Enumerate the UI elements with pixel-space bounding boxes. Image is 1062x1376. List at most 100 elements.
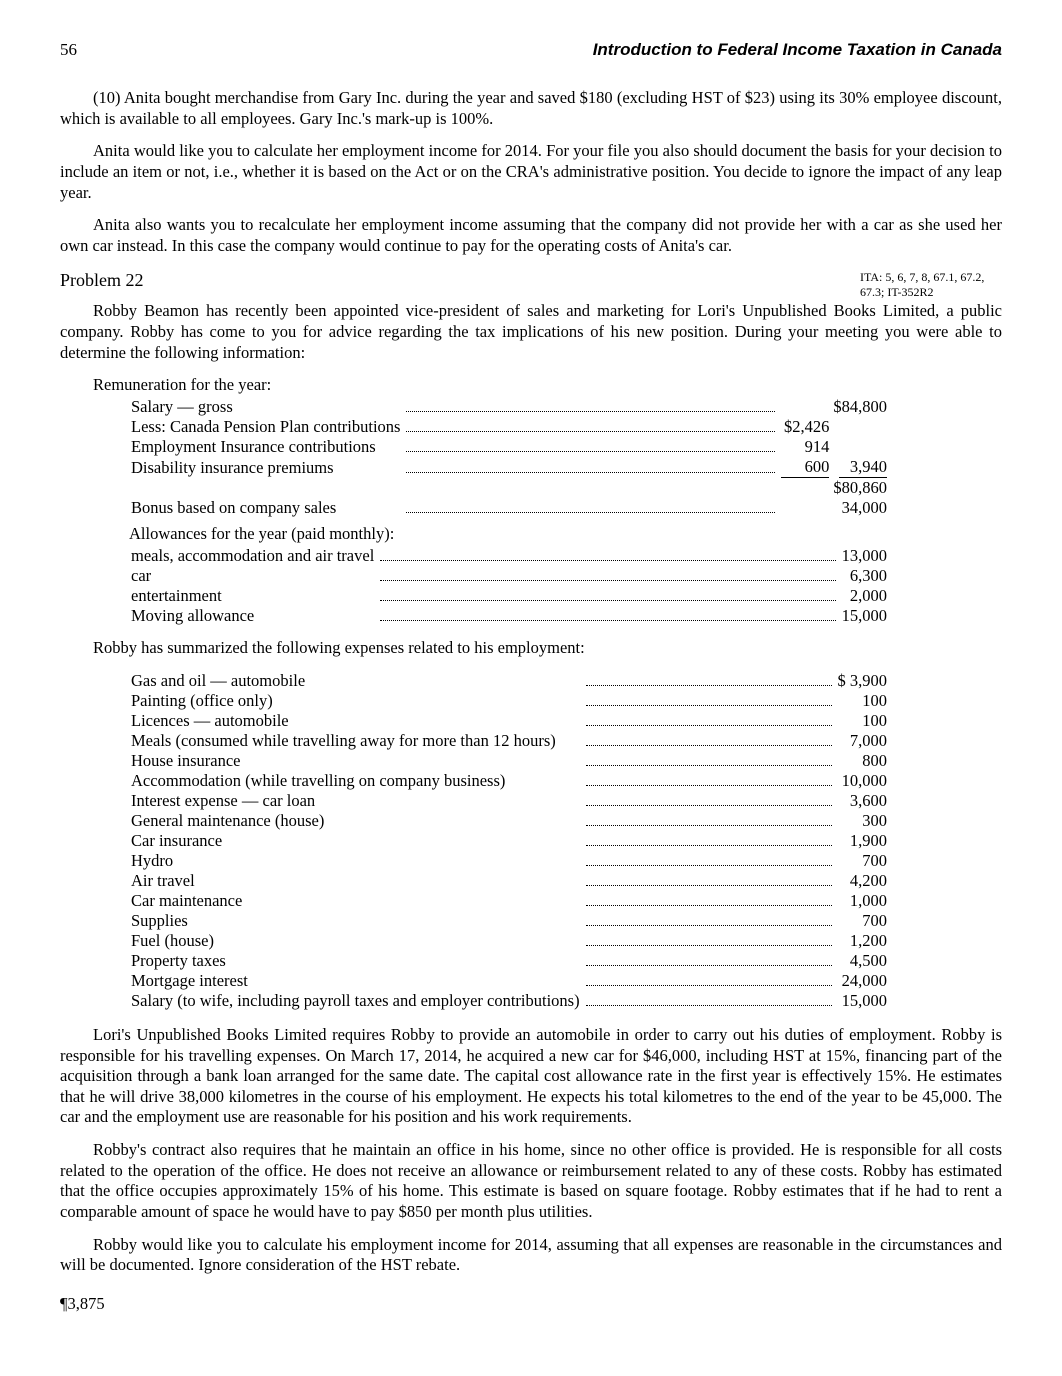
expense-row: Fuel (house) 1,200 xyxy=(129,931,889,951)
expense-amount: 800 xyxy=(836,751,890,771)
deduct-total: 3,940 xyxy=(831,457,889,478)
row-cpp: Less: Canada Pension Plan contributions … xyxy=(129,417,889,437)
ei-label: Employment Insurance contributions xyxy=(129,437,402,457)
salary-label: Salary — gross xyxy=(129,397,402,417)
expense-amount: 300 xyxy=(836,811,890,831)
expense-amount: 4,200 xyxy=(836,871,890,891)
expense-label: Accommodation (while travelling on compa… xyxy=(129,771,582,791)
car-amt: 6,300 xyxy=(840,566,889,586)
expense-row: Salary (to wife, including payroll taxes… xyxy=(129,991,889,1011)
expense-label: Property taxes xyxy=(129,951,582,971)
expense-label: Salary (to wife, including payroll taxes… xyxy=(129,991,582,1011)
expense-amount: 4,500 xyxy=(836,951,890,971)
book-title: Introduction to Federal Income Taxation … xyxy=(593,40,1002,60)
remuneration-label: Remuneration for the year: xyxy=(93,375,1002,395)
dots xyxy=(582,971,836,991)
remuneration-table: Salary — gross $84,800 Less: Canada Pens… xyxy=(129,397,889,518)
expense-row: Painting (office only)100 xyxy=(129,691,889,711)
expense-label: Supplies xyxy=(129,911,582,931)
dots xyxy=(582,731,836,751)
car-label: car xyxy=(129,566,376,586)
paragraph-robby-intro: Robby Beamon has recently been appointed… xyxy=(60,301,1002,363)
salary-amount: $84,800 xyxy=(831,397,889,417)
cpp-amt: $2,426 xyxy=(779,417,831,437)
cpp-label: Less: Canada Pension Plan contributions xyxy=(129,417,402,437)
paragraph-10: (10) Anita bought merchandise from Gary … xyxy=(60,88,1002,129)
expense-label: Fuel (house) xyxy=(129,931,582,951)
dots xyxy=(402,498,779,518)
dots xyxy=(582,871,836,891)
ent-amt: 2,000 xyxy=(840,586,889,606)
moving-amt: 15,000 xyxy=(840,606,889,626)
row-entertainment: entertainment 2,000 xyxy=(129,586,889,606)
dots xyxy=(582,771,836,791)
expense-label: General maintenance (house) xyxy=(129,811,582,831)
expense-label: House insurance xyxy=(129,751,582,771)
expense-amount: 3,600 xyxy=(836,791,890,811)
dots xyxy=(582,851,836,871)
expense-label: Hydro xyxy=(129,851,582,871)
expense-label: Meals (consumed while travelling away fo… xyxy=(129,731,582,751)
dots xyxy=(582,891,836,911)
dots xyxy=(582,911,836,931)
expense-amount: 1,000 xyxy=(836,891,890,911)
paragraph-contract: Robby's contract also requires that he m… xyxy=(60,1140,1002,1223)
expense-amount: 15,000 xyxy=(836,991,890,1011)
row-moving: Moving allowance 15,000 xyxy=(129,606,889,626)
expense-amount: 700 xyxy=(836,911,890,931)
bonus-amt: 34,000 xyxy=(831,498,889,518)
dots xyxy=(582,951,836,971)
paragraph-lori: Lori's Unpublished Books Limited require… xyxy=(60,1025,1002,1128)
expense-amount: 1,200 xyxy=(836,931,890,951)
page-header: 56 Introduction to Federal Income Taxati… xyxy=(60,40,1002,60)
expense-amount: 100 xyxy=(836,711,890,731)
expenses-table: Gas and oil — automobile$ 3,900Painting … xyxy=(129,671,889,1011)
expense-row: General maintenance (house) 300 xyxy=(129,811,889,831)
dots xyxy=(582,751,836,771)
dots xyxy=(582,991,836,1011)
expense-row: Air travel 4,200 xyxy=(129,871,889,891)
expense-label: Painting (office only) xyxy=(129,691,582,711)
dots xyxy=(582,811,836,831)
dots xyxy=(582,691,836,711)
expense-label: Mortgage interest xyxy=(129,971,582,991)
expense-row: Licences — automobile100 xyxy=(129,711,889,731)
expense-row: Accommodation (while travelling on compa… xyxy=(129,771,889,791)
bonus-label: Bonus based on company sales xyxy=(129,498,402,518)
paragraph-anita-1: Anita would like you to calculate her em… xyxy=(60,141,1002,203)
expense-label: Air travel xyxy=(129,871,582,891)
row-car: car 6,300 xyxy=(129,566,889,586)
dots xyxy=(402,417,779,437)
expense-amount: 700 xyxy=(836,851,890,871)
expense-amount: 10,000 xyxy=(836,771,890,791)
disab-amt: 600 xyxy=(779,457,831,478)
expense-amount: 24,000 xyxy=(836,971,890,991)
net-salary: $80,860 xyxy=(831,478,889,498)
expense-row: House insurance 800 xyxy=(129,751,889,771)
expense-label: Car maintenance xyxy=(129,891,582,911)
expense-row: Gas and oil — automobile$ 3,900 xyxy=(129,671,889,691)
meals-amt: 13,000 xyxy=(840,546,889,566)
dots xyxy=(582,711,836,731)
moving-label: Moving allowance xyxy=(129,606,376,626)
page-number: 56 xyxy=(60,40,77,60)
paragraph-reference: ¶3,875 xyxy=(60,1294,1002,1314)
dots xyxy=(402,397,779,417)
dots xyxy=(582,671,836,691)
meals-label: meals, accommodation and air travel xyxy=(129,546,376,566)
col-spacer xyxy=(779,397,831,417)
row-net-salary: $80,860 xyxy=(129,478,889,498)
row-ei: Employment Insurance contributions 914 xyxy=(129,437,889,457)
row-meals: meals, accommodation and air travel 13,0… xyxy=(129,546,889,566)
expense-label: Gas and oil — automobile xyxy=(129,671,582,691)
expense-label: Car insurance xyxy=(129,831,582,851)
expense-row: Hydro 700 xyxy=(129,851,889,871)
disab-label: Disability insurance premiums xyxy=(129,457,402,478)
row-salary: Salary — gross $84,800 xyxy=(129,397,889,417)
expense-row: Supplies 700 xyxy=(129,911,889,931)
expense-amount: 1,900 xyxy=(836,831,890,851)
expense-row: Mortgage interest 24,000 xyxy=(129,971,889,991)
margin-note-ita: ITA: 5, 6, 7, 8, 67.1, 67.2, 67.3; IT-35… xyxy=(860,270,1010,300)
allowances-label: Allowances for the year (paid monthly): xyxy=(129,524,1002,544)
ei-amt: 914 xyxy=(779,437,831,457)
